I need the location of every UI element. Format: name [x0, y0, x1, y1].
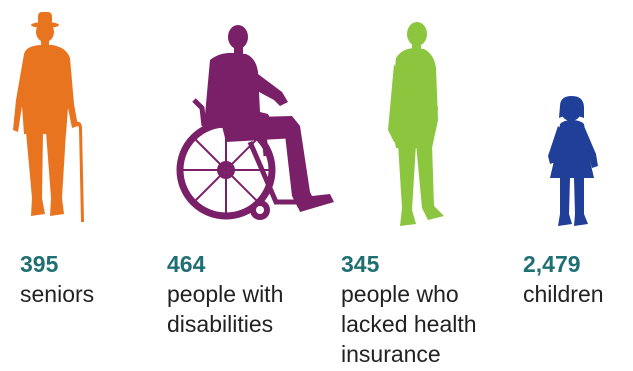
- stat-disabilities: 464 people with disabilities: [167, 251, 283, 339]
- stat-label: people who lacked health insurance: [341, 281, 477, 367]
- stat-value: 345: [341, 251, 380, 277]
- stat-children: 2,479 children: [523, 251, 604, 309]
- stat-label: seniors: [20, 281, 95, 307]
- stat-uninsured: 345 people who lacked health insurance: [341, 251, 477, 369]
- stat-value: 2,479: [523, 251, 581, 277]
- senior-with-cane-icon: [13, 12, 84, 222]
- child-icon: [548, 96, 598, 226]
- stat-value: 464: [167, 251, 206, 277]
- stat-value: 395: [20, 251, 59, 277]
- stat-label: children: [523, 281, 604, 307]
- standing-man-icon: [388, 22, 444, 226]
- stat-label: people with disabilities: [167, 281, 284, 337]
- wheelchair-user-icon: [176, 25, 334, 220]
- stat-seniors: 395 seniors: [20, 251, 94, 309]
